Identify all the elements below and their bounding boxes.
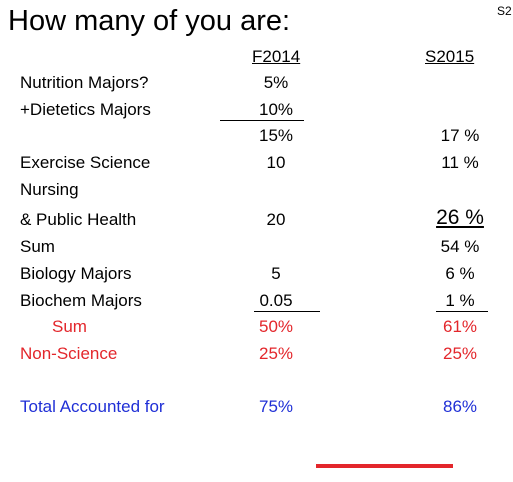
row-value-non-science-s2015: 25% [442,344,478,363]
row-value-public-health-f2014: 20 [266,210,286,229]
header-s2015: S2015 [425,47,475,66]
corner-label: S2 [497,4,512,18]
subtotal-underline [220,120,304,121]
row-value-science-sum-s2015: 61% [442,317,478,336]
row-value-biochem-s2015: 1 % [445,291,475,310]
row-label-exercise-science: Exercise Science [20,153,151,172]
row-label-biology: Biology Majors [20,264,132,283]
row-value-biology-s2015: 6 % [445,264,475,283]
row-value-sum-s2015: 54 % [440,237,480,256]
row-value-science-sum-f2014: 50% [258,317,294,336]
row-value-total-s2015: 86% [442,397,478,416]
row-value-public-health-s2015: 26 % [436,206,484,229]
row-value-dietetics-f2014: 10% [258,100,294,119]
header-f2014: F2014 [252,47,301,66]
row-value-exercise-f2014: 10 [266,153,286,172]
row-value-biology-f2014: 5 [271,264,281,283]
row-label-dietetics: +Dietetics Majors [20,100,151,119]
row-label-sum: Sum [20,237,55,256]
row-label-public-health: & Public Health [20,210,137,229]
row-label-nursing: Nursing [20,180,79,199]
row-label-biochem: Biochem Majors [20,291,142,310]
row-value-subtotal-s2015: 17 % [440,126,480,145]
row-value-exercise-s2015: 11 % [441,153,479,172]
slide-title: How many of you are: [8,5,291,37]
row-label-non-science: Non-Science [20,344,118,363]
row-label-science-sum: Sum [52,317,87,336]
biochem-f2014-underline [254,311,320,312]
red-accent-bar [316,464,453,468]
row-value-non-science-f2014: 25% [258,344,294,363]
row-value-subtotal-f2014: 15% [258,126,294,145]
row-label-nutrition: Nutrition Majors? [20,73,149,92]
biochem-s2015-underline [436,311,488,312]
row-value-total-f2014: 75% [258,397,294,416]
row-value-nutrition-f2014: 5% [263,73,289,92]
row-value-biochem-f2014: 0.05 [259,291,293,310]
row-label-total: Total Accounted for [20,397,165,416]
